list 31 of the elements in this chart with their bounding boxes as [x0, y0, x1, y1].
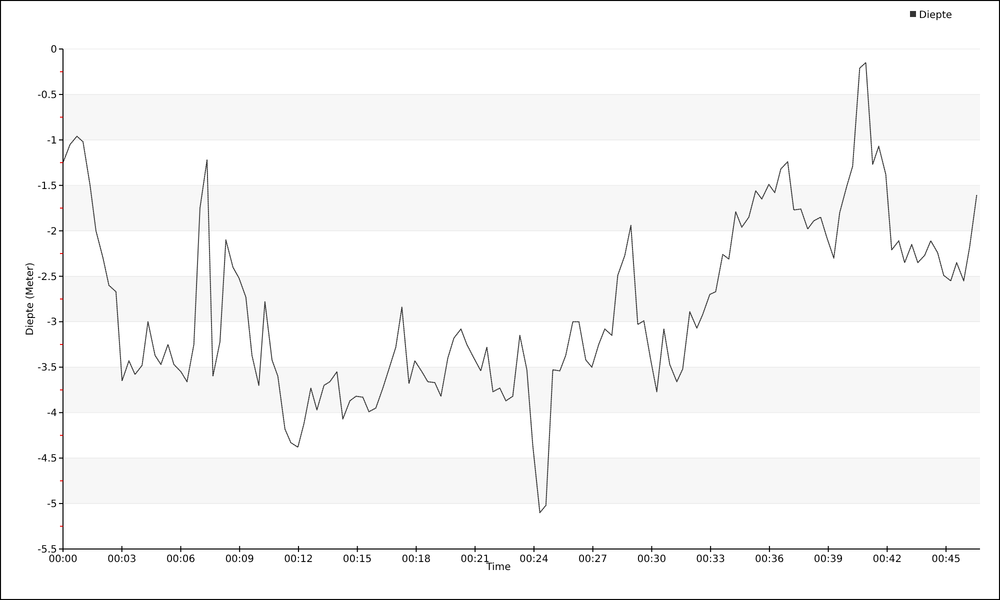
- y-tick-label: -1.5: [37, 180, 57, 192]
- x-tick-label: 00:12: [284, 554, 313, 565]
- x-tick-label: 00:27: [578, 554, 608, 565]
- x-tick-label: 00:33: [696, 554, 725, 565]
- y-tick-label: -4.5: [37, 454, 57, 465]
- y-tick-label: -3: [47, 317, 57, 328]
- x-tick-label: 00:18: [402, 554, 431, 565]
- x-tick-label: 00:30: [637, 554, 666, 565]
- y-tick-label: -3.5: [37, 362, 57, 374]
- x-tick-label: 00:06: [166, 554, 196, 565]
- y-tick-label: -0.5: [37, 90, 57, 101]
- y-tick-label: 0: [50, 44, 57, 56]
- y-tick-label: -4: [47, 408, 57, 420]
- x-tick-label: 00:42: [872, 554, 902, 565]
- x-tick-label: 00:09: [225, 554, 254, 565]
- x-tick-label: 00:03: [107, 554, 136, 565]
- x-tick-label: 00:24: [520, 554, 548, 565]
- y-tick-label: -2: [47, 226, 57, 238]
- x-tick-label: 00:15: [342, 554, 372, 565]
- y-tick-label: -5.5: [37, 544, 57, 556]
- x-tick-label: 00:39: [814, 554, 843, 565]
- y-tick-label: -2.5: [37, 272, 57, 283]
- x-tick-label: 00:00: [48, 554, 78, 565]
- y-tick-label: -1: [47, 135, 57, 146]
- legend-label: Diepte: [919, 10, 952, 21]
- x-tick-label: 00:36: [755, 554, 784, 565]
- line-series: [62, 62, 978, 514]
- y-axis-title: Diepte (Meter): [25, 262, 36, 336]
- y-tick-label: -5: [47, 499, 57, 510]
- x-tick-label: 00:45: [932, 554, 960, 565]
- x-axis-title: Time: [485, 562, 511, 573]
